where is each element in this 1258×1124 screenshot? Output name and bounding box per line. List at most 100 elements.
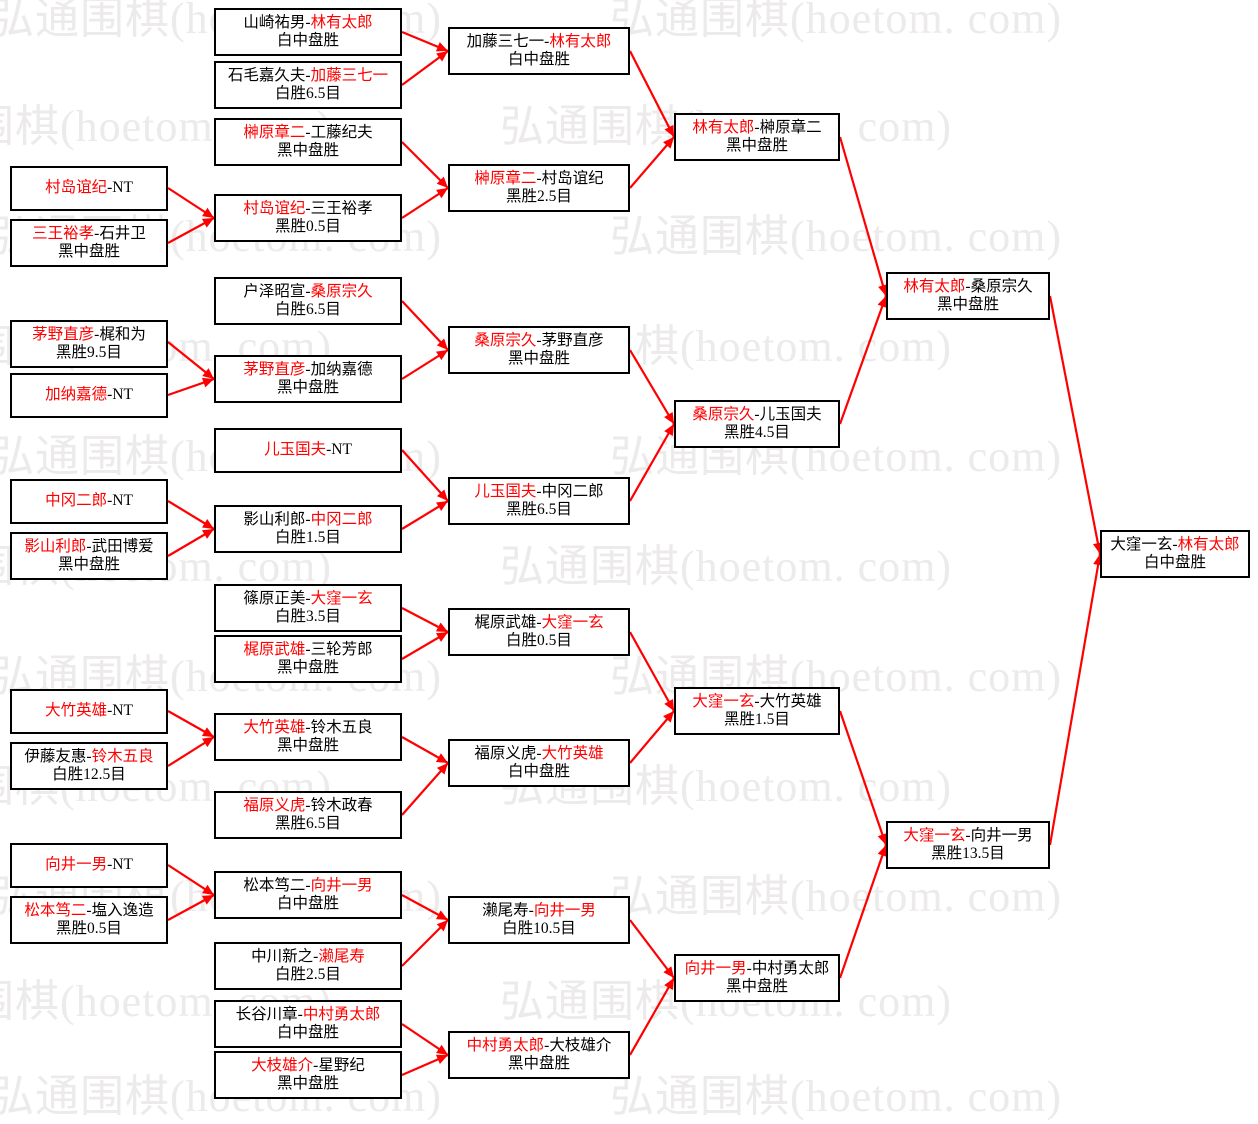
player-left: 向井一男 xyxy=(684,959,747,977)
connector-arrow xyxy=(877,832,888,845)
match-box[interactable]: 三王裕孝-石井卫 黑中盘胜 xyxy=(10,219,168,267)
match-result: 黑中盘胜 xyxy=(276,659,339,676)
player-separator: - xyxy=(1172,535,1178,553)
player-left: 加藤三七一 xyxy=(466,32,545,50)
player-separator: - xyxy=(94,325,100,343)
match-players: 儿玉国夫-NT xyxy=(264,441,352,459)
match-box[interactable]: 林有太郎-榊原章二 黑中盘胜 xyxy=(674,113,840,161)
match-box[interactable]: 大竹英雄-铃木五良 黑中盘胜 xyxy=(214,713,402,761)
player-separator: - xyxy=(536,613,542,631)
match-box[interactable]: 加藤三七一-林有太郎 白中盘胜 xyxy=(448,27,630,75)
match-result: 白胜3.5目 xyxy=(275,608,341,625)
match-box[interactable]: 桑原宗久-儿玉国夫 黑胜4.5目 xyxy=(674,400,840,448)
match-box[interactable]: 石毛嘉久夫-加藤三七一 白胜6.5目 xyxy=(214,61,402,109)
match-box[interactable]: 茅野直彦-梶和为 黑胜9.5目 xyxy=(10,320,168,368)
match-box[interactable]: 中冈二郎-NT xyxy=(10,479,168,524)
match-result: 白中盘胜 xyxy=(276,895,339,912)
match-box[interactable]: 桑原宗久-茅野直彦 黑中盘胜 xyxy=(448,326,630,374)
match-result: 白中盘胜 xyxy=(276,32,339,49)
player-separator: - xyxy=(86,901,92,919)
match-players: 梶原武雄-大窪一玄 xyxy=(474,614,603,632)
match-box[interactable]: 儿玉国夫-NT xyxy=(214,428,402,473)
match-box[interactable]: 梶原武雄-三轮芳郎 黑中盘胜 xyxy=(214,635,402,683)
connector-line xyxy=(629,50,675,138)
player-left: 中村勇太郎 xyxy=(466,1036,545,1054)
match-box[interactable]: 大窪一玄-向井一男 黑胜13.5目 xyxy=(886,821,1050,869)
match-box[interactable]: 大窪一玄-林有太郎 白中盘胜 xyxy=(1100,530,1250,578)
player-right: NT xyxy=(331,441,352,459)
match-result: 白胜6.5目 xyxy=(275,85,341,102)
match-result: 黑胜6.5目 xyxy=(275,815,341,832)
player-separator: - xyxy=(965,277,971,295)
match-box[interactable]: 福原义虎-铃木政春 黑胜6.5目 xyxy=(214,791,402,839)
player-left: 林有太郎 xyxy=(903,277,966,295)
player-right: 中冈二郎 xyxy=(310,510,373,528)
player-right: 大窪一玄 xyxy=(310,589,373,607)
player-right: 中村勇太郎 xyxy=(302,1005,381,1023)
player-right: 大竹英雄 xyxy=(541,744,604,762)
match-box[interactable]: 中村勇太郎-大枝雄介 黑中盘胜 xyxy=(448,1031,630,1079)
match-box[interactable]: 向井一男-中村勇太郎 黑中盘胜 xyxy=(674,954,840,1002)
player-right: 茅野直彦 xyxy=(541,331,604,349)
match-box[interactable]: 梶原武雄-大窪一玄 白胜0.5目 xyxy=(448,608,630,656)
connector-arrow xyxy=(663,711,674,723)
match-result: 白胜6.5目 xyxy=(275,301,341,318)
match-box[interactable]: 榊原章二-工藤纪夫 黑中盘胜 xyxy=(214,118,402,166)
player-left: 石毛嘉久夫 xyxy=(227,66,306,84)
match-players: 大竹英雄-NT xyxy=(45,702,133,720)
match-box[interactable]: 松本笃二-向井一男 白中盘胜 xyxy=(214,871,402,919)
match-box[interactable]: 大窪一玄-大竹英雄 黑胜1.5目 xyxy=(674,687,840,735)
connector-arrow xyxy=(436,338,448,350)
match-box[interactable]: 影山利郎-中冈二郎 白胜1.5目 xyxy=(214,505,402,553)
match-box[interactable]: 儿玉国夫-中冈二郎 黑胜6.5目 xyxy=(448,477,630,525)
match-box[interactable]: 户泽昭宣-桑原宗久 白胜6.5目 xyxy=(214,277,402,325)
match-box[interactable]: 茅野直彦-加纳嘉德 黑中盘胜 xyxy=(214,355,402,403)
match-box[interactable]: 林有太郎-桑原宗久 黑中盘胜 xyxy=(886,272,1050,320)
match-players: 山崎祐男-林有太郎 xyxy=(243,14,372,32)
match-box[interactable]: 伊藤友惠-铃木五良 白胜12.5目 xyxy=(10,742,168,790)
match-result: 黑胜2.5目 xyxy=(506,188,572,205)
match-box[interactable]: 中川新之-濑尾寿 白胜2.5目 xyxy=(214,942,402,990)
match-result: 黑中盘胜 xyxy=(507,1055,570,1072)
player-right: NT xyxy=(112,492,133,510)
connector-arrow xyxy=(436,763,448,775)
connector-arrow xyxy=(435,1054,448,1064)
connector-arrow xyxy=(201,377,214,388)
player-right: 工藤纪夫 xyxy=(310,123,373,141)
match-box[interactable]: 影山利郎-武田博爱 黑中盘胜 xyxy=(10,532,168,580)
match-result: 白中盘胜 xyxy=(1143,554,1206,571)
match-players: 福原义虎-大竹英雄 xyxy=(474,745,603,763)
match-box[interactable]: 松本笃二-塩入逸造 黑胜0.5目 xyxy=(10,896,168,944)
connector-line xyxy=(838,136,888,297)
match-players: 加藤三七一-林有太郎 xyxy=(467,33,612,51)
player-right: 大枝雄介 xyxy=(549,1036,612,1054)
match-box[interactable]: 大竹英雄-NT xyxy=(10,689,168,734)
player-left: 梶原武雄 xyxy=(243,640,306,658)
match-players: 大窪一玄-大竹英雄 xyxy=(692,693,821,711)
player-right: 向井一男 xyxy=(533,901,596,919)
player-right: 林有太郎 xyxy=(1177,535,1240,553)
match-box[interactable]: 向井一男-NT xyxy=(10,843,168,888)
match-box[interactable]: 长谷川章-中村勇太郎 白中盘胜 xyxy=(214,1000,402,1048)
player-right: 大竹英雄 xyxy=(759,692,822,710)
match-box[interactable]: 濑尾寿-向井一男 白胜10.5目 xyxy=(448,896,630,944)
connector-line xyxy=(401,762,449,816)
match-box[interactable]: 山崎祐男-林有太郎 白中盘胜 xyxy=(214,8,402,56)
match-players: 榊原章二-村岛谊纪 xyxy=(474,170,603,188)
match-players: 篠原正美-大窪一玄 xyxy=(243,590,372,608)
match-box[interactable]: 加纳嘉德-NT xyxy=(10,373,168,418)
player-separator: - xyxy=(746,959,752,977)
match-players: 林有太郎-桑原宗久 xyxy=(903,278,1032,296)
player-separator: - xyxy=(536,169,542,187)
match-box[interactable]: 大枝雄介-星野纪 黑中盘胜 xyxy=(214,1051,402,1099)
player-left: 大竹英雄 xyxy=(45,702,108,720)
connector-line xyxy=(401,300,449,351)
connector-arrow xyxy=(202,884,214,895)
match-box[interactable]: 村岛谊纪-三王裕孝 黑胜0.5目 xyxy=(214,194,402,242)
match-box[interactable]: 篠原正美-大窪一玄 白胜3.5目 xyxy=(214,584,402,632)
match-box[interactable]: 福原义虎-大竹英雄 白中盘胜 xyxy=(448,739,630,787)
match-box[interactable]: 榊原章二-村岛谊纪 黑胜2.5目 xyxy=(448,164,630,212)
match-box[interactable]: 村岛谊纪-NT xyxy=(10,166,168,211)
connector-arrow xyxy=(201,218,214,228)
connector-arrow xyxy=(202,737,214,748)
